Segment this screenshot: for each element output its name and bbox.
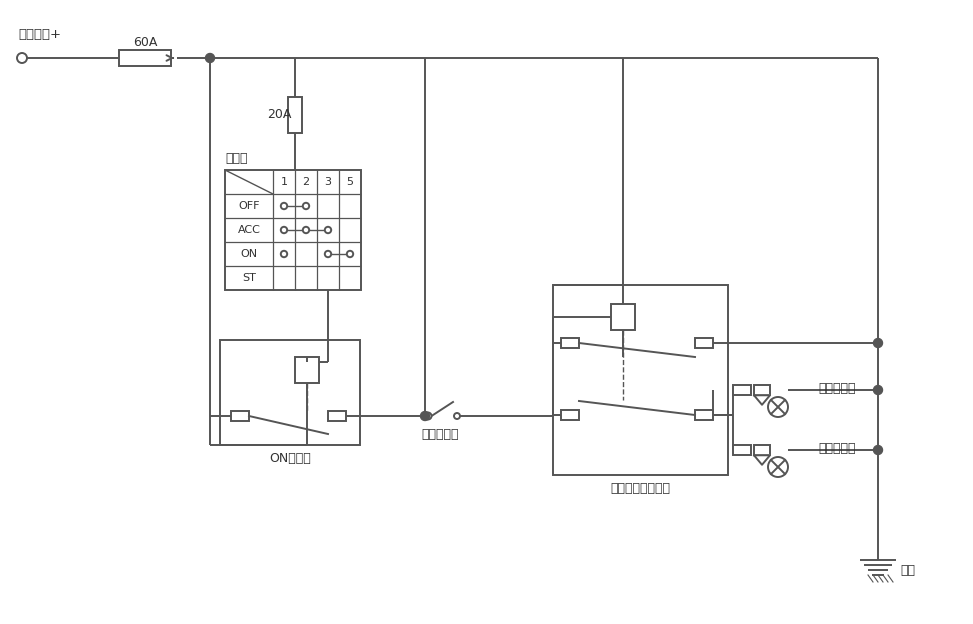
Bar: [225, 170, 361, 290]
Circle shape: [424, 412, 431, 419]
Circle shape: [768, 457, 788, 477]
Text: 5: 5: [346, 177, 353, 187]
Circle shape: [281, 203, 287, 209]
Bar: [561, 338, 579, 348]
Circle shape: [454, 413, 460, 419]
Text: 重载电磁阀: 重载电磁阀: [818, 442, 855, 454]
Text: 2: 2: [303, 177, 309, 187]
Text: 浮动桥转换继电器: 浮动桥转换继电器: [610, 482, 670, 495]
Circle shape: [346, 251, 353, 257]
Bar: [733, 445, 751, 455]
Text: 1: 1: [280, 177, 287, 187]
Bar: [733, 385, 751, 395]
Bar: [754, 385, 770, 395]
Circle shape: [874, 386, 883, 394]
Bar: [553, 285, 728, 475]
Bar: [695, 410, 713, 420]
Circle shape: [205, 54, 214, 62]
Bar: [231, 411, 249, 421]
Circle shape: [303, 203, 309, 209]
Circle shape: [768, 397, 788, 417]
Circle shape: [874, 338, 883, 348]
Bar: [119, 50, 171, 66]
Polygon shape: [754, 395, 770, 405]
Circle shape: [281, 227, 287, 233]
Bar: [328, 411, 346, 421]
Bar: [288, 97, 302, 133]
Bar: [695, 338, 713, 348]
Text: ACC: ACC: [237, 225, 261, 235]
Circle shape: [325, 251, 331, 257]
Text: 20A: 20A: [267, 109, 291, 122]
Text: 整车电源+: 整车电源+: [18, 28, 61, 41]
Circle shape: [325, 227, 331, 233]
Circle shape: [303, 227, 309, 233]
Text: OFF: OFF: [238, 201, 260, 211]
Text: 60A: 60A: [132, 36, 158, 49]
Circle shape: [281, 251, 287, 257]
Bar: [295, 357, 319, 383]
Text: 3: 3: [325, 177, 332, 187]
Bar: [220, 340, 360, 445]
Circle shape: [874, 446, 883, 454]
Text: ON继电器: ON继电器: [270, 452, 311, 464]
Circle shape: [420, 411, 429, 421]
Circle shape: [17, 53, 27, 63]
Polygon shape: [754, 456, 770, 465]
Text: 搞铁: 搞铁: [900, 563, 915, 577]
Text: 浮动桥开关: 浮动桥开关: [421, 427, 458, 441]
Bar: [754, 445, 770, 456]
Text: 中载电磁阀: 中载电磁阀: [818, 381, 855, 394]
Bar: [561, 410, 579, 420]
Bar: [611, 304, 635, 330]
Text: ON: ON: [240, 249, 258, 259]
Text: ST: ST: [242, 273, 256, 283]
Text: 点火锁: 点火锁: [225, 152, 247, 165]
